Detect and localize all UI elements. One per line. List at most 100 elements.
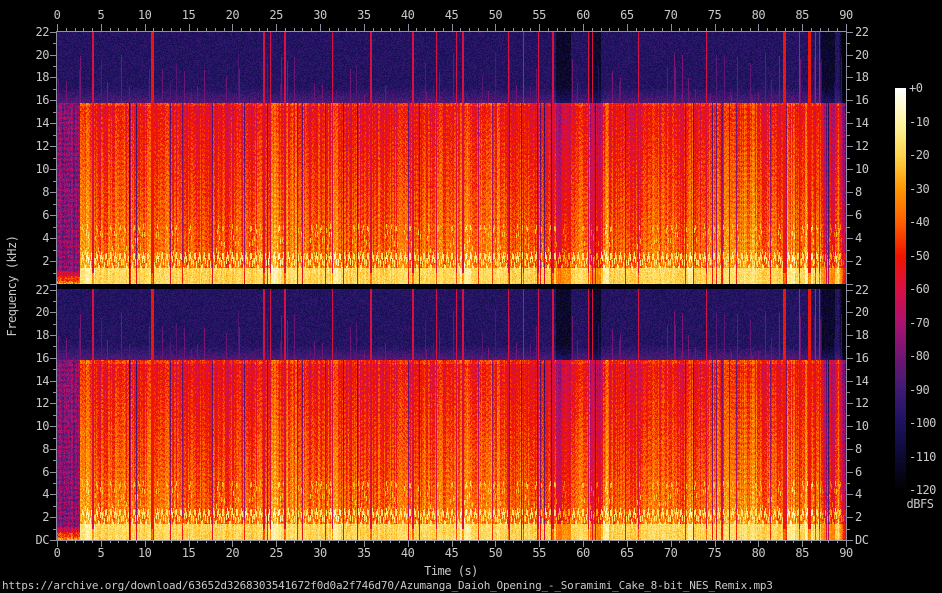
time-minor-tick [732,540,734,543]
time-major-tick [232,24,234,31]
time-minor-tick [696,540,698,543]
time-tick-label: 75 [707,8,722,22]
time-tick-label: 80 [751,8,766,22]
time-minor-tick [284,28,286,31]
time-minor-tick [644,540,646,543]
time-minor-tick [267,28,269,31]
time-minor-tick [767,540,769,543]
time-minor-tick [372,28,374,31]
freq-tick-label: 12 [35,396,50,411]
time-tick-label: 40 [400,546,415,560]
time-major-tick [539,540,541,547]
time-minor-tick [591,540,593,543]
time-tick-label: 50 [488,546,503,560]
time-tick-label: 55 [532,546,546,560]
time-minor-tick [328,28,330,31]
time-tick-label: 90 [839,8,853,22]
time-minor-tick [92,540,94,543]
time-minor-tick [477,540,479,543]
time-minor-tick [390,540,392,543]
time-minor-tick [775,540,777,543]
time-tick-label: 0 [53,546,61,560]
freq-major-tick [846,357,853,359]
time-tick-label: 45 [444,8,459,22]
time-minor-tick [223,540,225,543]
freq-minor-tick [53,323,57,325]
freq-major-tick [50,380,57,382]
freq-major-tick [846,335,853,337]
time-minor-tick [556,28,558,31]
freq-minor-tick [53,369,57,371]
freq-major-tick [50,192,57,194]
freq-minor-tick [846,460,850,462]
freq-tick-label: 22 [855,24,869,39]
time-minor-tick [819,28,821,31]
time-minor-tick [609,540,611,543]
freq-tick-label: 18 [855,328,869,343]
time-tick-label: 30 [313,546,327,560]
time-tick-label: 20 [225,546,240,560]
time-minor-tick [241,540,243,543]
time-major-tick [846,24,847,31]
time-tick-label: 75 [707,546,722,560]
time-minor-tick [135,540,137,543]
freq-minor-tick [846,180,850,182]
freq-major-tick [846,77,853,79]
colorbar-tick-label: -10 [909,114,930,129]
freq-major-tick [50,169,57,171]
time-minor-tick [512,540,514,543]
freq-major-tick [50,31,57,33]
time-minor-tick [618,28,620,31]
time-minor-tick [591,28,593,31]
time-minor-tick [732,28,734,31]
time-minor-tick [749,28,751,31]
freq-minor-tick [846,528,850,530]
freq-major-tick [846,261,853,263]
left-axis-line [56,31,57,541]
time-major-tick [363,24,365,31]
colorbar-gradient [895,88,906,490]
time-minor-tick [170,28,172,31]
freq-tick-label: 12 [855,396,869,411]
time-minor-tick [293,28,295,31]
freq-dc-label: DC [855,533,869,547]
freq-tick-label: 8 [855,185,862,200]
time-minor-tick [705,540,707,543]
time-minor-tick [512,28,514,31]
freq-minor-tick [846,323,850,325]
time-minor-tick [705,28,707,31]
time-minor-tick [679,540,681,543]
time-major-tick [188,540,190,547]
time-minor-tick [293,540,295,543]
time-minor-tick [109,540,111,543]
freq-tick-label: 16 [855,93,869,108]
freq-minor-tick [846,300,850,302]
time-tick-label: 5 [97,8,105,22]
time-minor-tick [530,540,532,543]
time-minor-tick [749,540,751,543]
freq-tick-label: 8 [855,441,862,456]
colorbar-tick-label: -20 [909,148,930,162]
time-major-tick [363,540,365,547]
time-minor-tick [162,28,164,31]
time-minor-tick [127,540,129,543]
freq-major-tick [846,289,853,291]
time-minor-tick [653,540,655,543]
time-tick-label: 30 [313,8,327,22]
time-major-tick [758,24,760,31]
time-minor-tick [346,540,348,543]
time-minor-tick [609,28,611,31]
freq-major-tick [846,380,853,382]
time-minor-tick [258,540,260,543]
time-minor-tick [696,28,698,31]
freq-tick-label: 18 [855,70,869,85]
freq-major-tick [846,123,853,125]
time-minor-tick [249,540,251,543]
freq-tick-label: 20 [855,47,869,62]
time-minor-tick [179,540,181,543]
time-major-tick [451,540,453,547]
time-minor-tick [688,28,690,31]
time-major-tick [539,24,541,31]
freq-minor-tick [846,88,850,90]
